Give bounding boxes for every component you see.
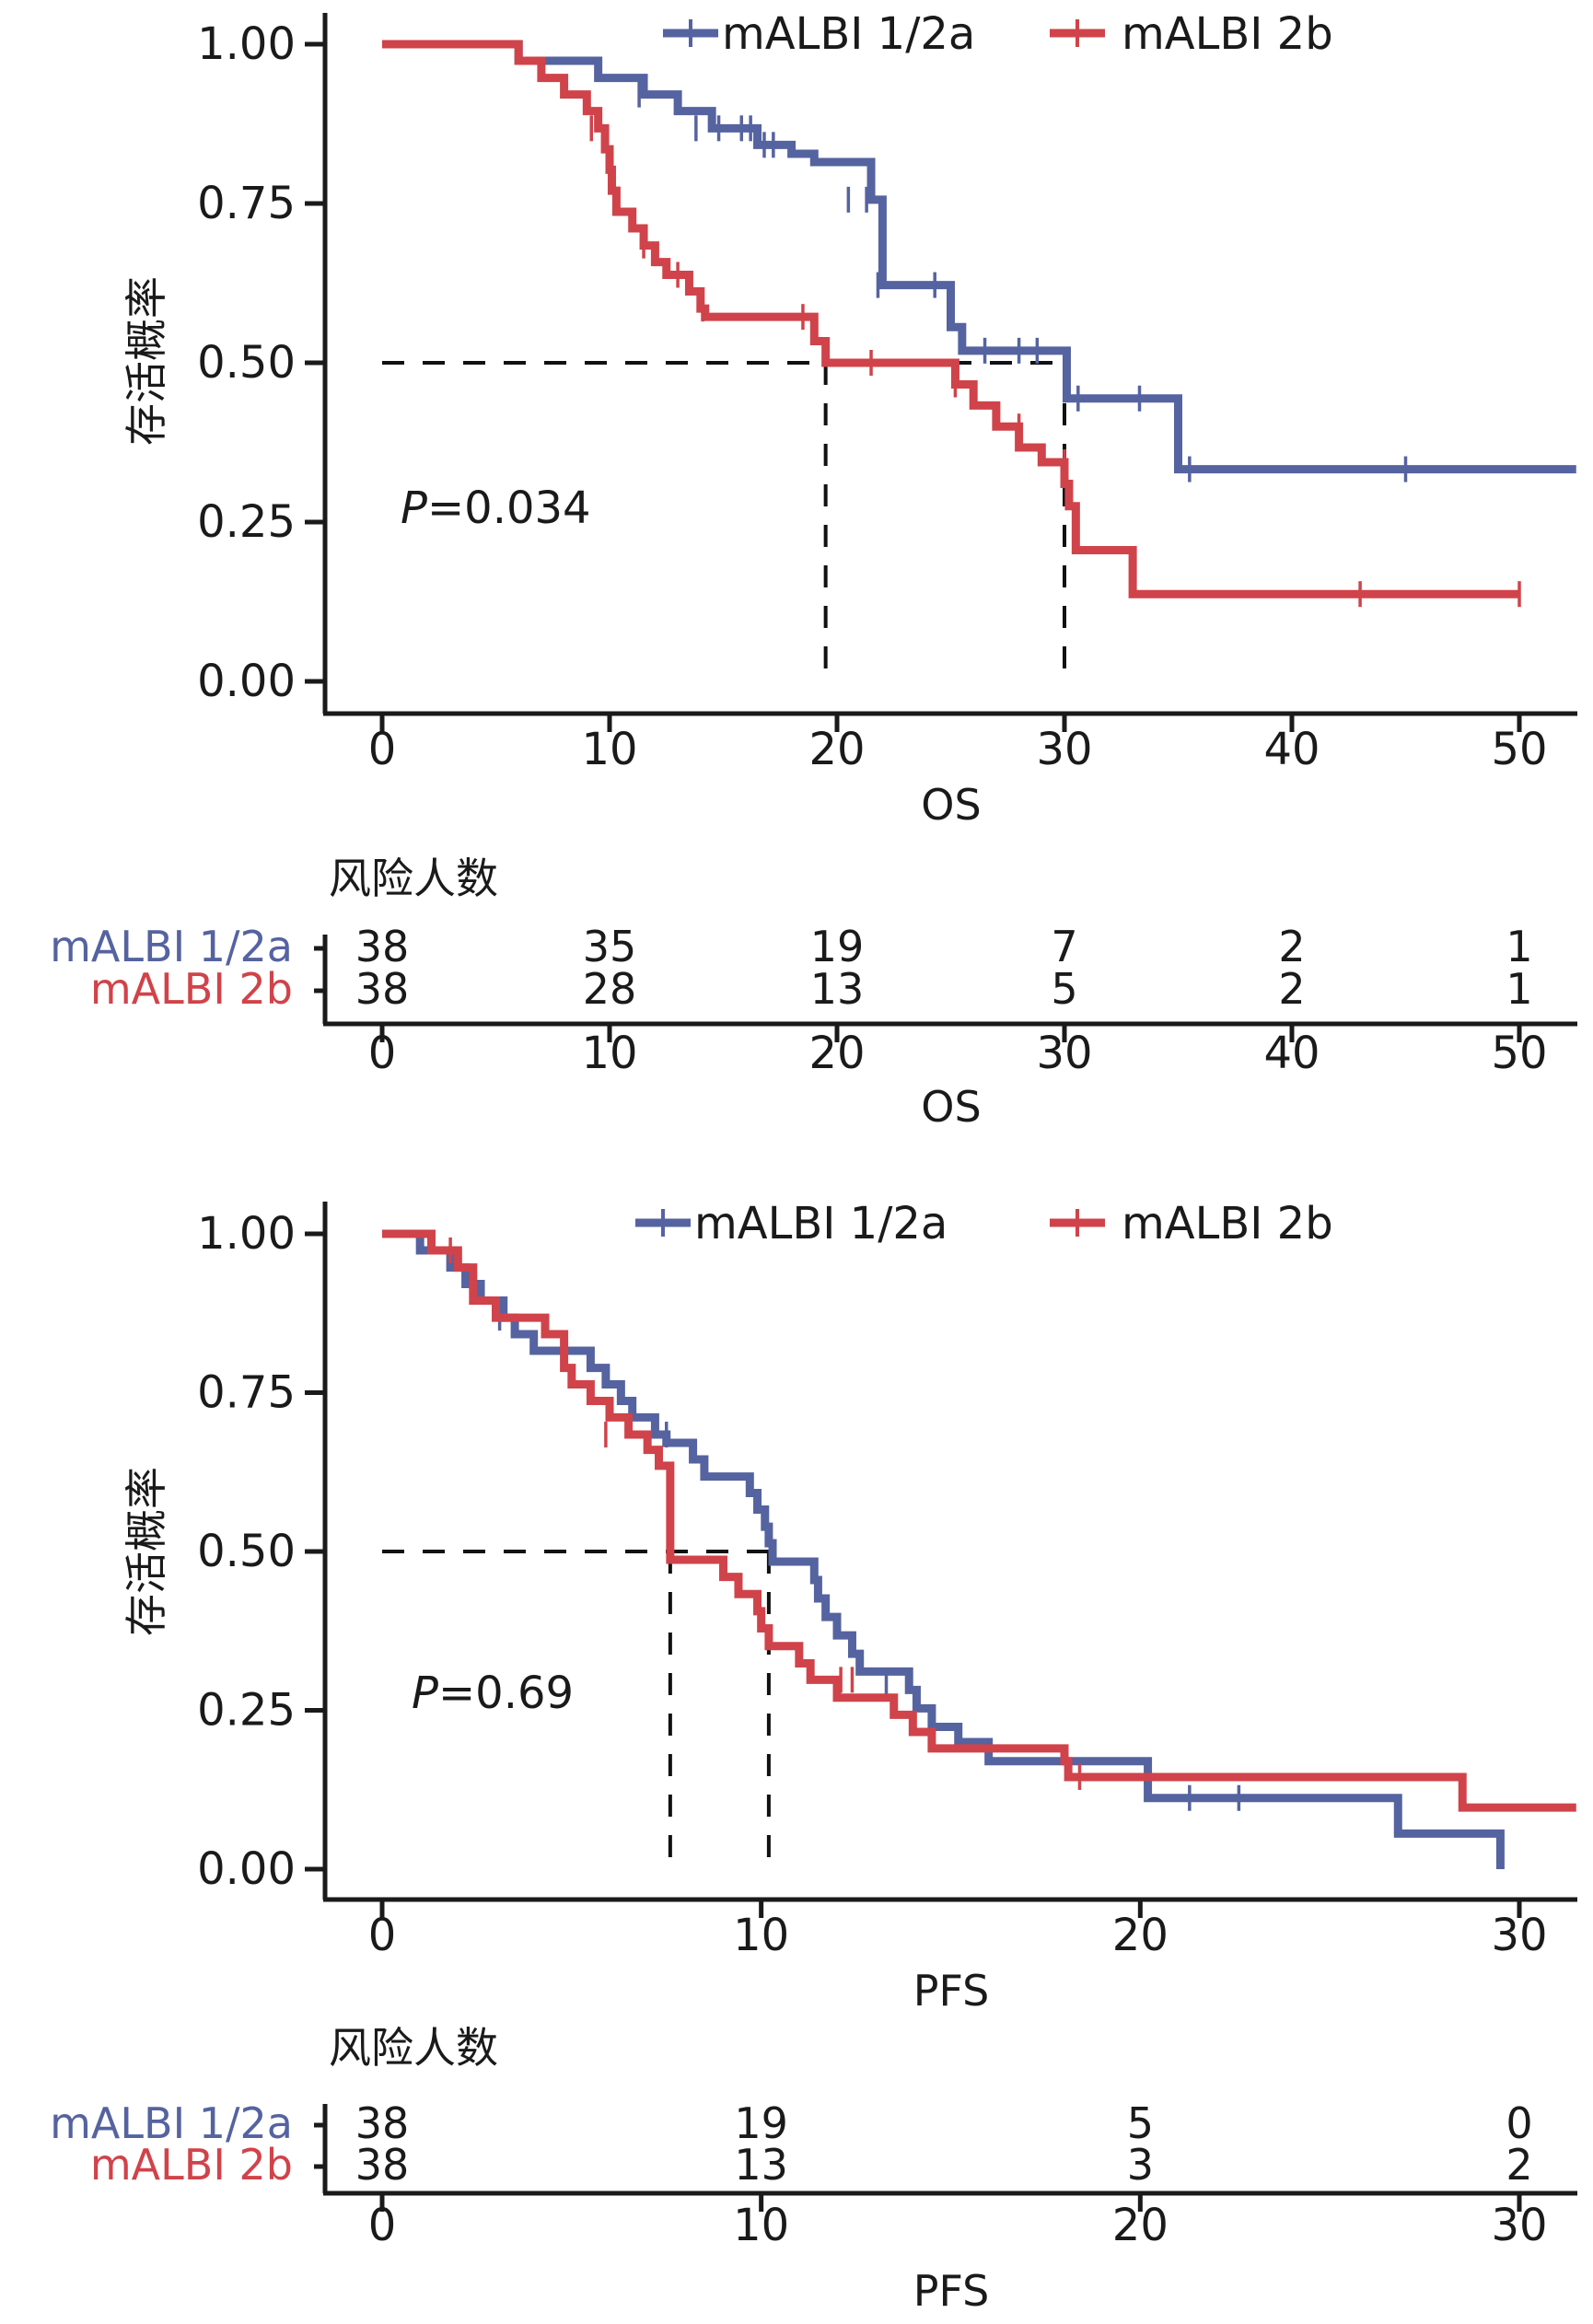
risk-count: 19 — [734, 2098, 788, 2148]
risk-x-axis-title: PFS — [913, 2266, 990, 2316]
p-value-symbol: P — [412, 1667, 438, 1719]
risk-count: 19 — [810, 922, 865, 971]
y-tick-label: 1.00 — [197, 18, 296, 70]
y-tick-label: 0.25 — [197, 1685, 296, 1737]
risk-count: 13 — [734, 2140, 788, 2190]
risk-table-title: 风险人数 — [329, 2023, 498, 2073]
legend-label: mALBI 1/2a — [722, 8, 975, 60]
legend-label: mALBI 2b — [1122, 1198, 1333, 1249]
risk-count: 2 — [1278, 922, 1305, 971]
os-survival-panel: 0.000.250.500.751.000 10 20 30 40 50OS存活概率mAL… — [50, 8, 1577, 1132]
y-axis-title: 存活概率 — [122, 276, 171, 446]
risk-count: 2 — [1506, 2140, 1532, 2190]
y-tick-label: 0.75 — [197, 1367, 296, 1419]
legend-label: mALBI 1/2a — [694, 1198, 948, 1249]
risk-count: 38 — [355, 2098, 410, 2148]
risk-count: 7 — [1051, 922, 1077, 971]
risk-count: 0 — [1506, 2098, 1532, 2148]
x-tick-label: 50 — [1491, 724, 1547, 775]
pfs-km-plot: 0.00 0.25 0.50 0.75 1.00 0 10 20 30 PFS 存活概率 mALBI … — [122, 1198, 1577, 2016]
risk-count: 35 — [583, 922, 637, 971]
risk-x-tick-label: 20 — [808, 1028, 865, 1079]
x-tick-label: 10 — [733, 1910, 789, 1961]
x-tick-label: 0 — [368, 1910, 397, 1961]
risk-x-tick-label: 50 — [1491, 1028, 1547, 1079]
x-tick-label: 30 — [1036, 724, 1092, 775]
risk-row-label: mALBI 1/2a — [50, 2098, 293, 2148]
risk-row-label: mALBI 2b — [90, 2140, 293, 2190]
x-tick-label: 20 — [1112, 1910, 1169, 1961]
os-risk-table: 风险人数 mALBI 1/2a 38 35 19 7 2 1 mALBI 2b 38 28 13 5 2 1… — [50, 854, 1577, 1132]
x-tick-label: 40 — [1263, 724, 1320, 775]
x-axis-title: OS — [921, 780, 981, 830]
os-km-plot: 0.00 0.25 0.50 0.75 1.00 0 10 20 30 40 50 OS 存活概率 mAL… — [122, 8, 1577, 830]
risk-count: 1 — [1506, 964, 1532, 1014]
km-curve-malbi-2b — [382, 1229, 1576, 1812]
risk-x-tick-label: 10 — [581, 1028, 637, 1079]
km-curve-malbi-1-2a — [382, 1229, 1505, 1869]
risk-row-label: mALBI 1/2a — [50, 922, 293, 971]
x-tick-label: 20 — [808, 724, 865, 775]
y-tick-label: 0.50 — [197, 1526, 296, 1577]
risk-x-tick-label: 10 — [733, 2200, 789, 2251]
y-tick-label: 0.50 — [197, 337, 296, 389]
y-axis-title: 存活概率 — [122, 1467, 171, 1636]
risk-x-tick-label: 0 — [368, 2200, 397, 2251]
risk-count: 1 — [1506, 922, 1532, 971]
y-tick-label: 1.00 — [197, 1208, 296, 1260]
p-value-text: =0.69 — [438, 1667, 574, 1719]
risk-count: 3 — [1127, 2140, 1154, 2190]
p-value-annotation: P=0.69 — [412, 1667, 574, 1719]
risk-count: 5 — [1127, 2098, 1154, 2148]
y-tick-label: 0.00 — [197, 1843, 296, 1895]
risk-x-axis-title: OS — [921, 1082, 981, 1132]
risk-count: 38 — [355, 964, 410, 1014]
risk-count: 13 — [810, 964, 865, 1014]
risk-x-tick-label: 30 — [1036, 1028, 1092, 1079]
y-tick-label: 0.75 — [197, 178, 296, 229]
km-curve-malbi-1-2a — [382, 40, 1576, 474]
p-value-symbol: P — [401, 482, 427, 534]
risk-x-tick-label: 30 — [1491, 2200, 1547, 2251]
risk-count: 38 — [355, 922, 410, 971]
risk-count: 38 — [355, 2140, 410, 2190]
x-tick-label: 10 — [581, 724, 637, 775]
p-value-annotation: P=0.034 — [401, 482, 591, 534]
x-tick-label: 30 — [1491, 1910, 1547, 1961]
risk-count: 5 — [1051, 964, 1077, 1014]
pfs-survival-panel: 0.000.250.500.751.000 10 20 30PFS存活概率mALBI … — [50, 1198, 1577, 2316]
km-curve-malbi-2b — [382, 40, 1519, 598]
risk-row-label: mALBI 2b — [90, 964, 293, 1014]
risk-count: 28 — [583, 964, 637, 1014]
legend-label: mALBI 2b — [1122, 8, 1333, 60]
risk-x-tick-label: 20 — [1112, 2200, 1169, 2251]
risk-count: 2 — [1278, 964, 1305, 1014]
p-value-text: =0.034 — [427, 482, 591, 534]
x-tick-label: 0 — [368, 724, 397, 775]
x-axis-title: PFS — [913, 1966, 990, 2016]
y-tick-label: 0.25 — [197, 496, 296, 548]
risk-table-title: 风险人数 — [329, 854, 498, 903]
y-tick-label: 0.00 — [197, 656, 296, 707]
risk-x-tick-label: 40 — [1263, 1028, 1320, 1079]
risk-x-tick-label: 0 — [368, 1028, 397, 1079]
